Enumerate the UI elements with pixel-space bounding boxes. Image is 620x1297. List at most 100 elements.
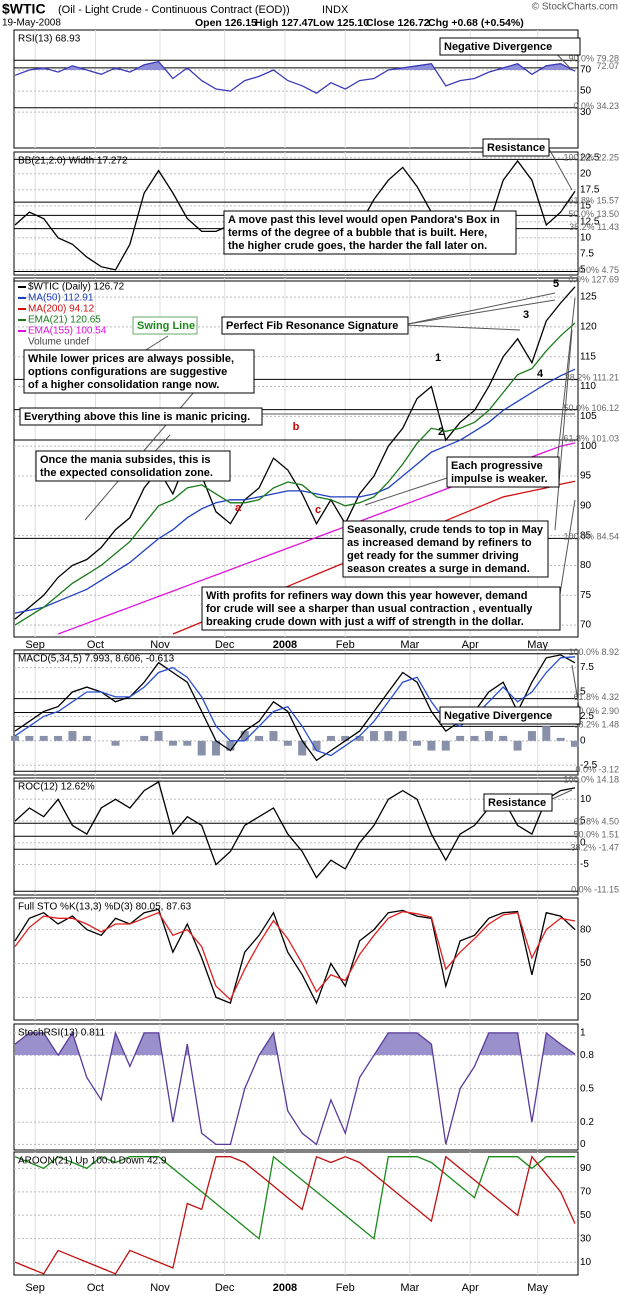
legend-entry: RSI(13) 68.93 xyxy=(18,34,81,45)
instrument-name: (Oil - Light Crude - Continuous Contract… xyxy=(58,4,290,16)
fib-label: 61.8% 4.32 xyxy=(573,692,619,702)
series-line xyxy=(14,908,576,1005)
fib-label: 0.0% -11.15 xyxy=(571,885,619,895)
legend-entry: Volume undef xyxy=(28,337,89,348)
fib-label: 0.0% -3.12 xyxy=(575,765,619,775)
series-line xyxy=(14,322,576,626)
annotation-text: Negative Divergence xyxy=(444,41,552,53)
histogram-bar xyxy=(140,735,149,741)
histogram-bar xyxy=(168,740,177,746)
annotation-text: Resistance xyxy=(488,797,546,809)
histogram-bar xyxy=(283,740,292,746)
y-tick-label: 90 xyxy=(580,1163,592,1174)
fib-label: 38.2% 11.43 xyxy=(569,222,619,232)
y-tick-label: 125 xyxy=(580,292,597,303)
series-line xyxy=(14,286,576,620)
y-tick-label: 5 xyxy=(580,687,586,698)
histogram-bar xyxy=(39,735,48,741)
fib-label: 38.2% 1.48 xyxy=(573,720,619,730)
histogram-bar xyxy=(441,740,450,751)
annotation-box xyxy=(446,456,560,488)
annotation-text: season creates a surge in demand. xyxy=(347,563,530,575)
y-tick-label: 22.5 xyxy=(580,152,600,163)
legend-entry: $WTIC (Daily) 126.72 xyxy=(28,282,125,293)
y-tick-label: 0 xyxy=(580,1139,586,1150)
x-tick-label: 2008 xyxy=(273,639,297,651)
y-tick-label: 70 xyxy=(580,620,592,631)
y-tick-label: 70 xyxy=(580,65,592,76)
annotation-text: Perfect Fib Resonance Signature xyxy=(226,320,398,332)
annotation: Seasonally, crude tends to top in Mayas … xyxy=(342,520,549,578)
histogram-bar xyxy=(427,740,436,751)
annotation-box xyxy=(439,37,581,56)
y-tick-label: 50 xyxy=(580,1210,592,1221)
annotation-box xyxy=(201,586,561,631)
fill-area xyxy=(15,1032,575,1056)
callout-pointer xyxy=(364,477,448,506)
y-tick-label: 110 xyxy=(580,381,596,392)
y-tick-label: 70 xyxy=(580,1186,592,1197)
quote-item: Open 126.15 xyxy=(195,17,257,29)
x-tick-label: May xyxy=(527,1282,548,1294)
x-tick-label: Sep xyxy=(25,639,45,651)
x-tick-label: Apr xyxy=(462,1282,479,1294)
y-tick-label: 50 xyxy=(580,86,592,97)
y-tick-label: 0 xyxy=(580,837,586,848)
series-line xyxy=(14,1030,576,1146)
fib-label: 38.2% 111.21 xyxy=(565,373,619,383)
y-tick-label: 20 xyxy=(580,168,592,179)
y-tick-label: 80 xyxy=(580,924,592,935)
annotation: Resistance xyxy=(482,138,550,157)
panel: 80 50 20 Full STO %K(13,3) %D(3) 80.05, 87.… xyxy=(13,897,592,1021)
panel-label: AROON(21) Up 100.0 Down 42.9 xyxy=(18,1156,167,1167)
annotation-text: With profits for refiners way down this … xyxy=(206,590,527,602)
fib-label: 0.0% 4.75 xyxy=(578,265,619,275)
annotation-text: impulse is weaker. xyxy=(451,473,548,485)
fib-label: 100.0% 8.92 xyxy=(568,647,619,657)
annotation: With profits for refiners way down this … xyxy=(201,586,561,631)
wave-label: a xyxy=(235,502,242,514)
y-tick-label: 12.5 xyxy=(580,216,600,227)
fib-label: 100.0% 84.54 xyxy=(563,532,619,542)
histogram-bar xyxy=(197,740,206,756)
y-tick-label: 105 xyxy=(580,411,597,422)
legend-entry: EMA(21) 120.65 xyxy=(28,315,101,326)
callout-pointer xyxy=(407,299,556,325)
y-tick-label: 120 xyxy=(580,322,597,333)
fib-label: 72.07 xyxy=(596,61,619,71)
histogram-bar xyxy=(326,735,335,741)
quote-item: Chg +0.68 (+0.54%) xyxy=(428,17,524,29)
panel: 1 0.8 0.5 0.2 0 StochRSI(13) 0.811 xyxy=(13,1023,594,1151)
histogram-bar xyxy=(226,740,235,751)
callout-pointer xyxy=(571,664,581,714)
annotation-text: Resistance xyxy=(487,142,545,154)
annotation-text: Seasonally, crude tends to top in May xyxy=(347,524,544,536)
y-tick-label: 95 xyxy=(580,471,592,482)
annotation-text: While lower prices are always possible, xyxy=(28,353,234,365)
y-tick-label: 85 xyxy=(580,530,592,541)
histogram-bar xyxy=(240,731,249,741)
fib-label: 90.0% 79.28 xyxy=(568,54,619,64)
exchange: INDX xyxy=(322,4,349,16)
histogram-bar xyxy=(369,731,378,741)
histogram-bar xyxy=(384,731,393,741)
x-tick-label: May xyxy=(527,639,548,651)
y-tick-label: 15 xyxy=(580,200,592,211)
y-tick-label: 0.5 xyxy=(580,1083,594,1094)
annotation-text: terms of the degree of a bubble that is … xyxy=(228,227,487,239)
x-tick-label: Dec xyxy=(215,639,235,651)
legend-entry: StochRSI(13) 0.811 xyxy=(18,1028,106,1039)
y-tick-label: 7.5 xyxy=(580,249,594,260)
histogram-bar xyxy=(298,740,307,756)
x-tick-label: Dec xyxy=(215,1282,235,1294)
y-tick-label: 2.5 xyxy=(580,711,594,722)
series-line xyxy=(14,1155,575,1240)
series-line xyxy=(14,654,576,762)
callout-pointer xyxy=(559,499,576,595)
histogram-bar xyxy=(470,735,479,741)
histogram-bar xyxy=(398,731,407,741)
annotation-text: Swing Line xyxy=(137,320,195,332)
legend-entry: EMA(155) 100.54 xyxy=(28,326,107,337)
